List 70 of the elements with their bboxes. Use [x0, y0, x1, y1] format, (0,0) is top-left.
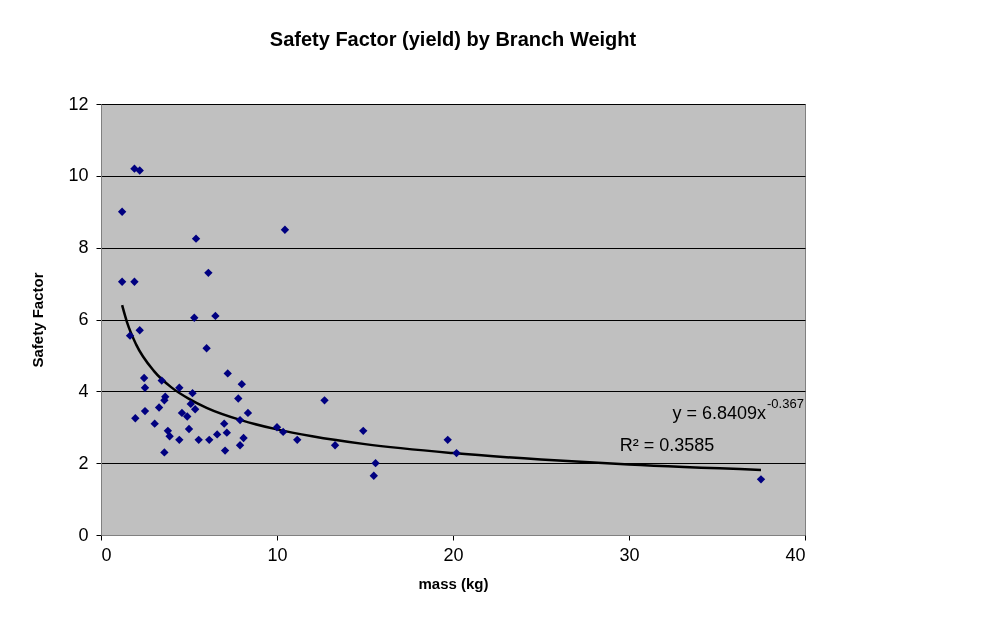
point [235, 415, 245, 425]
point [194, 435, 203, 444]
point [371, 458, 380, 468]
point [280, 225, 290, 234]
point [359, 426, 368, 436]
point [452, 448, 461, 458]
point [239, 433, 248, 443]
point [243, 408, 253, 418]
point [234, 394, 243, 403]
point [272, 423, 282, 432]
point [369, 471, 378, 480]
point [140, 406, 150, 416]
point [204, 268, 213, 277]
point [220, 419, 229, 428]
point [443, 435, 452, 444]
x-tick-label: 20 [443, 544, 464, 565]
x-tick-label: 0 [101, 544, 112, 565]
point [190, 313, 199, 322]
point [183, 412, 192, 421]
point [205, 435, 214, 444]
point [330, 441, 340, 450]
point [175, 383, 184, 392]
point [175, 435, 184, 444]
point [278, 427, 288, 437]
point [117, 207, 127, 216]
point [130, 277, 139, 286]
x-tick-label: 40 [785, 544, 806, 565]
point [125, 331, 135, 340]
point [756, 475, 766, 484]
x-axis-title: mass (kg) [418, 574, 489, 592]
point [131, 414, 140, 423]
y-tick-label: 2 [78, 452, 89, 473]
point [188, 388, 197, 398]
point [177, 408, 187, 418]
point [191, 234, 201, 243]
point [135, 166, 144, 175]
point [135, 326, 144, 335]
point [117, 277, 127, 286]
point [190, 405, 200, 414]
y-tick-label: 8 [78, 237, 89, 258]
y-axis-title: Safety Factor [29, 272, 47, 368]
y-tick-label: 12 [68, 93, 89, 114]
point [220, 446, 230, 455]
point [186, 399, 195, 409]
point [237, 379, 246, 389]
point [212, 430, 222, 439]
point [320, 396, 329, 405]
point [140, 383, 150, 392]
point [157, 376, 166, 385]
point [211, 311, 220, 321]
point [139, 373, 149, 383]
point [184, 424, 194, 434]
point [163, 426, 173, 436]
y-tick-label: 10 [68, 165, 89, 186]
point [154, 403, 164, 412]
annotation: R² = 0.3585 [619, 435, 715, 455]
point [235, 441, 245, 450]
point [293, 435, 302, 444]
y-tick-label: 0 [78, 524, 89, 545]
chart-title: Safety Factor (yield) by Branch Weight [269, 28, 637, 50]
point [223, 369, 232, 378]
x-tick-label: 10 [267, 544, 288, 565]
y-tick-label: 6 [78, 309, 89, 329]
point [222, 428, 232, 437]
point [160, 448, 169, 457]
x-tick-label: 30 [619, 544, 640, 565]
point [202, 344, 211, 353]
y-tick-label: 4 [78, 380, 89, 401]
point [165, 432, 174, 441]
point [150, 419, 159, 428]
